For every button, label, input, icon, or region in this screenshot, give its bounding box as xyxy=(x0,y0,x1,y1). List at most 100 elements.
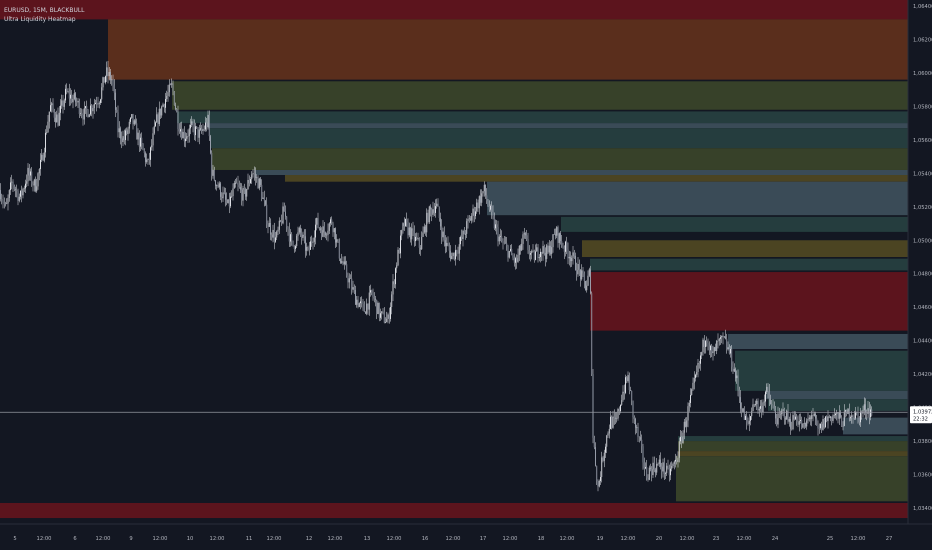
candle-body xyxy=(832,415,834,421)
candle-body xyxy=(435,206,436,213)
candle-body xyxy=(105,76,106,83)
candle-body xyxy=(340,258,341,263)
candle-body xyxy=(540,251,541,258)
candle-body xyxy=(550,245,551,254)
candle-body xyxy=(512,255,514,258)
candle-body xyxy=(153,126,155,134)
liquidity-zone-teal xyxy=(768,399,908,411)
candle-body xyxy=(83,108,85,120)
candle-body xyxy=(452,252,454,257)
candle-body xyxy=(38,169,40,174)
candle-body xyxy=(833,415,835,416)
candle-body xyxy=(740,397,741,409)
time-axis-background[interactable] xyxy=(0,524,932,550)
candle-body xyxy=(338,241,340,259)
candle-body xyxy=(558,233,560,243)
candle-body xyxy=(628,375,630,391)
candle-body xyxy=(758,408,760,411)
last-price-badge xyxy=(910,406,932,424)
candle-body xyxy=(41,154,43,160)
candle-body xyxy=(495,224,496,229)
candle-body xyxy=(496,224,498,228)
candle-body xyxy=(86,106,88,111)
candle-body xyxy=(811,415,813,419)
candle-body xyxy=(242,188,244,201)
candle-body xyxy=(657,463,659,465)
candle-body xyxy=(733,368,735,372)
candle-body xyxy=(310,241,311,250)
candle-body xyxy=(718,338,720,341)
candle-body xyxy=(503,242,505,244)
candle-body xyxy=(348,278,350,283)
candle-body xyxy=(791,428,793,430)
candle-body xyxy=(826,416,828,422)
candle-body xyxy=(371,290,373,293)
candle-body xyxy=(36,186,38,192)
symbol-title[interactable]: EURUSD, 15M, BLACKBULL xyxy=(4,7,85,14)
candle-body xyxy=(613,416,615,418)
candle-body xyxy=(121,138,123,143)
candle-body xyxy=(246,189,248,197)
candle-body xyxy=(376,299,378,315)
candle-body xyxy=(233,183,235,189)
candle-body xyxy=(720,337,721,339)
candle-body xyxy=(607,433,609,436)
candle-body xyxy=(175,105,176,110)
candle-body xyxy=(268,223,270,227)
candle-body xyxy=(211,152,213,176)
candle-body xyxy=(795,416,796,420)
candle-body xyxy=(835,413,836,416)
candle-body xyxy=(180,129,181,132)
candle-body xyxy=(658,459,660,464)
candle-body xyxy=(197,127,199,138)
candle-body xyxy=(27,167,29,182)
candle-body xyxy=(40,159,41,170)
candle-body xyxy=(372,292,374,297)
time-tick-label: 12:00 xyxy=(621,536,636,542)
candle-body xyxy=(543,246,545,253)
candle-body xyxy=(15,188,16,191)
candle-body xyxy=(698,363,700,364)
candle-body xyxy=(100,99,101,103)
indicator-title[interactable]: Ultra Liquidity Heatmap xyxy=(4,16,76,23)
candle-body xyxy=(711,345,713,354)
candle-body xyxy=(290,234,291,242)
candle-body xyxy=(756,400,758,405)
candle-body xyxy=(227,199,229,203)
time-tick-label: 12:00 xyxy=(560,536,575,542)
candle-body xyxy=(820,423,821,429)
candle-body xyxy=(723,336,725,338)
time-tick-label: 10 xyxy=(187,536,194,542)
candle-body xyxy=(533,250,535,261)
candle-body xyxy=(280,220,281,222)
candle-body xyxy=(62,100,64,107)
price-tick-label: 1,04800 xyxy=(913,272,932,278)
candle-body xyxy=(56,114,58,123)
candle-body xyxy=(417,238,419,240)
candle-body xyxy=(392,281,394,295)
price-axis-background[interactable] xyxy=(908,0,932,524)
candle-body xyxy=(451,256,453,260)
candle-body xyxy=(755,404,756,405)
candle-body xyxy=(498,236,500,242)
candle-body xyxy=(862,409,864,414)
price-tick-label: 1,04400 xyxy=(913,339,932,345)
candle-body xyxy=(805,422,806,427)
price-axis[interactable]: 1,06400 1,06200 1,06000 1,05800 1,05600 1,054… xyxy=(913,4,932,512)
candle-body xyxy=(140,137,141,147)
candle-body xyxy=(850,417,851,419)
candle-body xyxy=(48,111,50,122)
candle-body xyxy=(168,84,170,93)
candle-body xyxy=(867,408,869,414)
candle-body xyxy=(477,202,479,209)
time-axis[interactable]: 5 12:00 6 12:00 9 12:00 10 12:00 11 12:00 12 12:00 1… xyxy=(13,536,892,542)
candle-body xyxy=(582,270,584,274)
candle-body xyxy=(822,419,824,430)
candle-body xyxy=(527,239,529,250)
candle-body xyxy=(738,389,740,398)
candle-body xyxy=(96,102,98,105)
candle-body xyxy=(432,209,434,215)
candle-body xyxy=(212,169,214,176)
candle-body xyxy=(132,114,134,125)
